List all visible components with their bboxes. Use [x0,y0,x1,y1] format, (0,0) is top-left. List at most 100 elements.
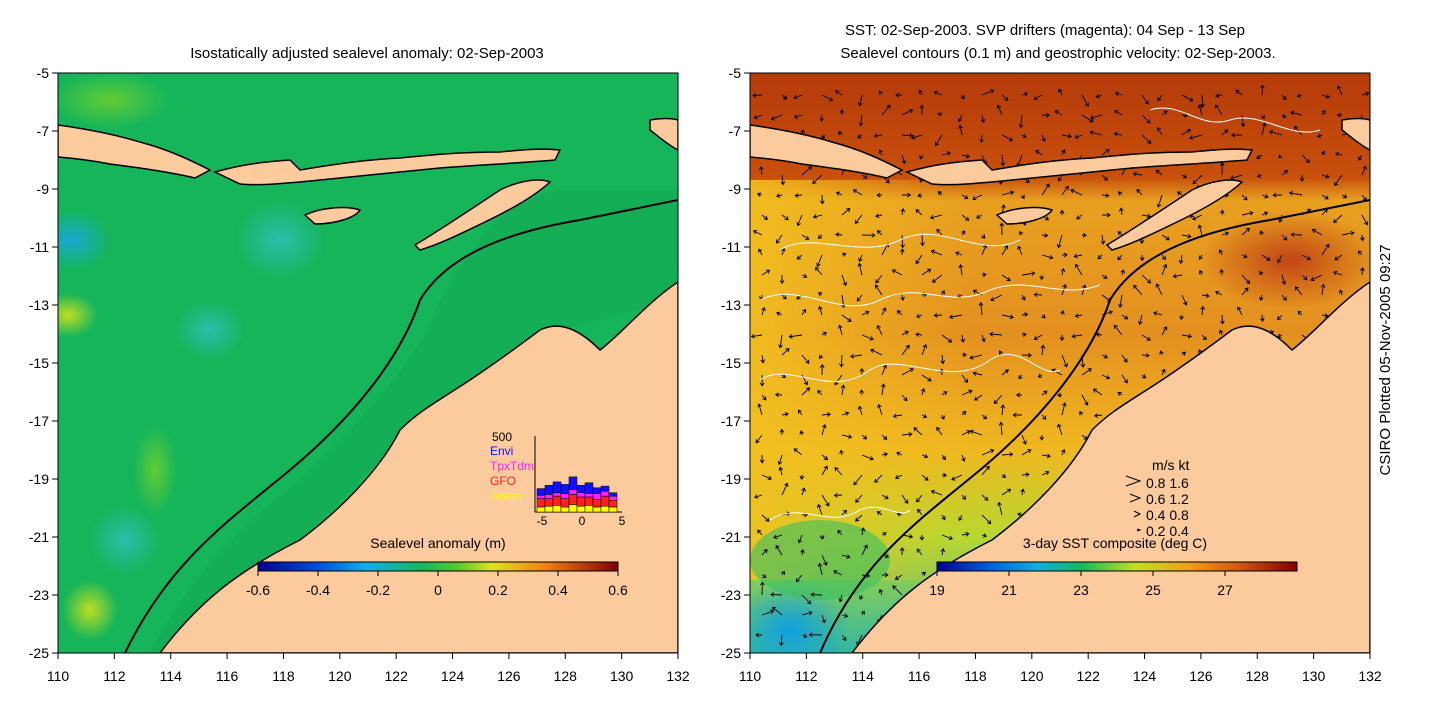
velocity-arrow [758,248,763,256]
right-land-timor [1105,179,1244,251]
inset-bar-tpxtdm [568,489,578,495]
right-xtick-label: 130 [1302,668,1326,684]
velocity-legend-header: m/s kt [1152,457,1189,473]
velocity-arrow [781,411,789,417]
velocity-arrow [936,426,943,436]
right-xtick-label: 128 [1246,668,1270,684]
velocity-arrow [775,544,783,556]
velocity-arrow [1101,193,1110,198]
velocity-arrow [870,348,883,356]
velocity-arrow [793,94,803,100]
velocity-arrow [821,424,827,436]
velocity-arrow [1019,230,1024,236]
velocity-arrow [901,431,913,437]
velocity-arrow [1074,134,1083,139]
inset-xtick-minus5: -5 [537,514,548,528]
velocity-arrow [1334,254,1343,261]
velocity-arrow [1121,314,1129,320]
velocity-arrow [1041,254,1054,260]
right-ytick-label: -23 [721,587,741,603]
velocity-arrow [1001,473,1007,478]
velocity-arrow [1141,274,1152,284]
velocity-arrow [920,388,926,396]
velocity-arrow [857,134,863,139]
velocity-arrow [1338,289,1344,296]
velocity-arrow [821,465,828,476]
velocity-arrow [901,368,914,376]
inset-legend-envi: Envi [490,444,513,458]
velocity-arrow [837,529,843,536]
inset-ymax-label: 500 [492,430,512,444]
velocity-arrow [961,389,973,396]
velocity-arrow [754,494,763,499]
velocity-arrow [796,254,803,260]
velocity-arrow [1059,334,1065,342]
inset-bar-gfo [608,500,618,508]
right-ytick-label: -7 [729,123,742,139]
velocity-arrow [901,494,909,504]
left-xtick-label: 130 [610,668,634,684]
velocity-arrow [1041,414,1047,420]
sealevel-contour-2 [759,353,1061,382]
velocity-arrow [881,434,888,440]
velocity-arrow [796,214,803,227]
velocity-arrow [771,606,783,616]
velocity-arrow [841,613,849,619]
inset-bar-tpxtdm [584,493,594,498]
velocity-arrow [1157,94,1163,102]
sla-low-anomaly-mid [175,300,245,360]
sealevel-contour-4 [769,506,911,521]
velocity-arrow [810,592,823,598]
left-ytick-label: -13 [29,297,49,313]
right-shelf-contour [819,199,1370,653]
velocity-arrow [838,594,844,603]
velocity-arrow [1061,354,1068,368]
velocity-arrow [1181,174,1188,179]
velocity-arrow [750,333,763,339]
velocity-arrow [875,274,883,284]
velocity-arrow [1000,404,1006,416]
velocity-arrow [873,133,883,139]
velocity-arrow [1021,472,1030,477]
right-ytick-label: -13 [721,297,741,313]
velocity-arrow [1001,245,1009,256]
velocity-arrow [969,429,983,436]
inset-bar-gfo [568,494,578,505]
sla-inset-histogram: 500 Envi TpxTdm GFO Jason -5 0 5 [490,430,626,528]
velocity-arrow [901,133,914,138]
velocity-arrow [839,449,844,456]
velocity-arrow [894,474,903,480]
velocity-arrow [921,474,929,481]
velocity-arrow [849,353,863,359]
velocity-arrow [1293,125,1303,136]
inset-bar-gfo [536,498,546,508]
left-panel-title: Isostatically adjusted sealevel anomaly:… [190,45,544,62]
velocity-arrow [821,614,827,624]
velocity-arrow [876,324,883,336]
velocity-arrow [1017,512,1023,517]
velocity-arrow [761,549,768,556]
velocity-arrow [1261,194,1269,199]
right-xtick-label: 124 [1133,668,1157,684]
velocity-arrow [1061,252,1068,258]
velocity-arrow [861,174,868,179]
velocity-arrow [1015,392,1023,398]
velocity-arrow [1070,188,1083,196]
velocity-arrow [797,409,803,416]
velocity-arrow [854,214,863,224]
velocity-arrow [793,448,803,456]
velocity-arrow [1161,234,1170,241]
inset-bar-tpxtdm [608,495,618,501]
velocity-arrow [1119,207,1124,216]
velocity-arrow [1095,93,1103,99]
velocity-arrow [981,465,990,476]
right-ytick-label: -19 [721,471,741,487]
left-xtick-label: 128 [554,668,578,684]
velocity-arrow [1001,274,1011,281]
velocity-arrow [817,292,823,297]
velocity-legend: m/s kt 0.8 1.6 0.6 1.2 0.4 0.8 0.2 0.4 [1125,457,1189,539]
inset-bar-jason [544,505,554,513]
velocity-arrow [841,314,852,322]
velocity-arrow [819,114,825,122]
